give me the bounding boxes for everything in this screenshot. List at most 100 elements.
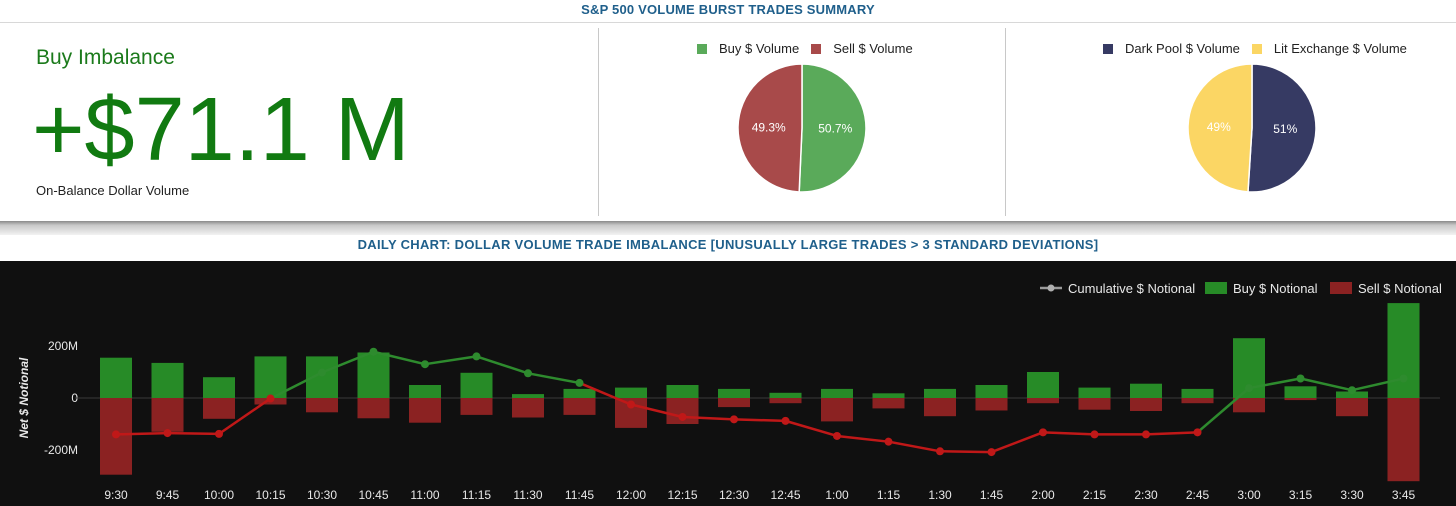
buy-bar[interactable] [1387,303,1420,398]
sell-bar[interactable] [1284,398,1317,401]
daily-imbalance-chart: Cumulative $ Notional Buy $ Notional Sel… [17,281,1442,502]
buy-sell-pie-chart: 50.7% 49.3% [737,63,867,193]
sell-bar[interactable] [975,398,1008,411]
sell-bar[interactable] [357,398,390,419]
pie-slice-sell-volume[interactable] [737,63,803,193]
x-tick-label: 1:00 [825,488,849,502]
cumulative-point[interactable] [1039,428,1047,437]
sell-bar[interactable] [1027,398,1059,404]
buy-bar[interactable] [100,357,132,398]
pie-slice-label: 49.3% [752,120,786,134]
buy-bar[interactable] [821,388,853,398]
legend-item-cumulative[interactable]: Cumulative $ Notional [1040,281,1195,296]
buy-bar[interactable] [563,388,596,398]
cumulative-line-segment [115,431,168,436]
buy-bar[interactable] [1284,386,1317,398]
buy-bar[interactable] [1336,391,1368,399]
daily-chart-legend: Cumulative $ Notional Buy $ Notional Sel… [1040,281,1442,296]
buy-bar[interactable] [151,362,184,398]
cumulative-line-segment [888,440,941,453]
cumulative-point[interactable] [112,430,120,439]
sell-bar[interactable] [1233,398,1265,413]
cumulative-point[interactable] [266,394,275,403]
cumulative-point[interactable] [1142,430,1150,439]
cumulative-point[interactable] [472,352,481,361]
sell-bar[interactable] [1078,398,1111,410]
cumulative-point[interactable] [575,378,584,387]
pie-slice-buy-volume[interactable] [798,63,867,193]
sell-bar[interactable] [460,398,493,415]
buy-bar[interactable] [203,377,235,398]
buy-bar[interactable] [1130,383,1162,398]
buy-bar[interactable] [615,387,647,398]
x-tick-label: 2:30 [1134,488,1158,502]
cumulative-point[interactable] [1348,386,1356,395]
cumulative-point[interactable] [1245,384,1253,393]
buy-bar[interactable] [254,356,287,398]
buy-bar[interactable] [872,393,905,398]
legend-item-buy-notional[interactable]: Buy $ Notional [1205,281,1318,296]
sell-bar[interactable] [203,398,235,419]
sell-bar[interactable] [1181,398,1214,404]
legend-item-dark-pool[interactable]: Dark Pool $ Volume [1103,41,1240,56]
sell-bar[interactable] [563,398,596,415]
cumulative-point[interactable] [987,448,996,457]
x-tick-label: 11:00 [410,488,439,502]
x-tick-label: 10:30 [307,488,337,502]
buy-bar[interactable] [357,352,390,399]
buy-bar[interactable] [924,388,956,398]
x-tick-label: 1:30 [928,488,952,502]
sell-bar[interactable] [924,398,956,417]
cumulative-point[interactable] [421,360,429,369]
buy-bar[interactable] [1181,388,1214,398]
legend-item-buy-volume[interactable]: Buy $ Volume [697,41,799,56]
buy-bar[interactable] [409,385,441,398]
buy-bar[interactable] [975,385,1008,398]
legend-item-lit-exchange[interactable]: Lit Exchange $ Volume [1251,41,1407,56]
cumulative-point[interactable] [627,400,635,409]
cumulative-point[interactable] [1193,428,1202,437]
cumulative-point[interactable] [936,447,944,456]
legend-swatch-dark-pool [1103,43,1113,54]
legend-item-sell-volume[interactable]: Sell $ Volume [811,41,913,56]
cumulative-line-segment [1196,387,1250,434]
cumulative-point[interactable] [1399,374,1408,383]
cumulative-point[interactable] [781,416,790,425]
legend-item-sell-notional[interactable]: Sell $ Notional [1330,281,1442,296]
sell-bar[interactable] [872,398,905,409]
cumulative-point[interactable] [678,412,687,421]
sell-bar[interactable] [512,398,544,418]
buy-bar[interactable] [666,385,699,398]
cumulative-point[interactable] [524,369,532,378]
sell-bar[interactable] [1387,398,1420,482]
cumulative-point[interactable] [215,429,223,438]
buy-bar[interactable] [769,392,802,398]
sell-bar[interactable] [306,398,338,413]
buy-bar[interactable] [1027,372,1059,398]
cumulative-point[interactable] [833,431,841,440]
pie-slice-lit-exchange[interactable] [1187,63,1253,193]
cumulative-line-segment [373,350,426,366]
cumulative-point[interactable] [884,437,893,446]
buy-bar[interactable] [1078,387,1111,398]
buy-bar[interactable] [718,388,750,398]
cumulative-point[interactable] [318,368,326,377]
cumulative-point[interactable] [369,347,378,356]
sell-bar[interactable] [1130,398,1162,411]
sell-bar[interactable] [151,398,184,432]
sell-bar[interactable] [409,398,441,423]
cumulative-line-segment [218,397,272,435]
sell-bar[interactable] [821,398,853,422]
cumulative-line-segment [991,431,1044,454]
cumulative-point[interactable] [730,415,738,424]
sell-bar[interactable] [718,398,750,408]
sell-bar[interactable] [769,398,802,404]
buy-bar[interactable] [512,394,544,398]
cumulative-point[interactable] [1296,374,1305,383]
sell-bar[interactable] [1336,398,1368,417]
pie-slice-dark-pool[interactable] [1247,63,1317,193]
x-tick-label: 3:45 [1392,488,1416,502]
buy-bar[interactable] [460,372,493,398]
cumulative-point[interactable] [1090,430,1099,439]
cumulative-point[interactable] [163,429,172,438]
